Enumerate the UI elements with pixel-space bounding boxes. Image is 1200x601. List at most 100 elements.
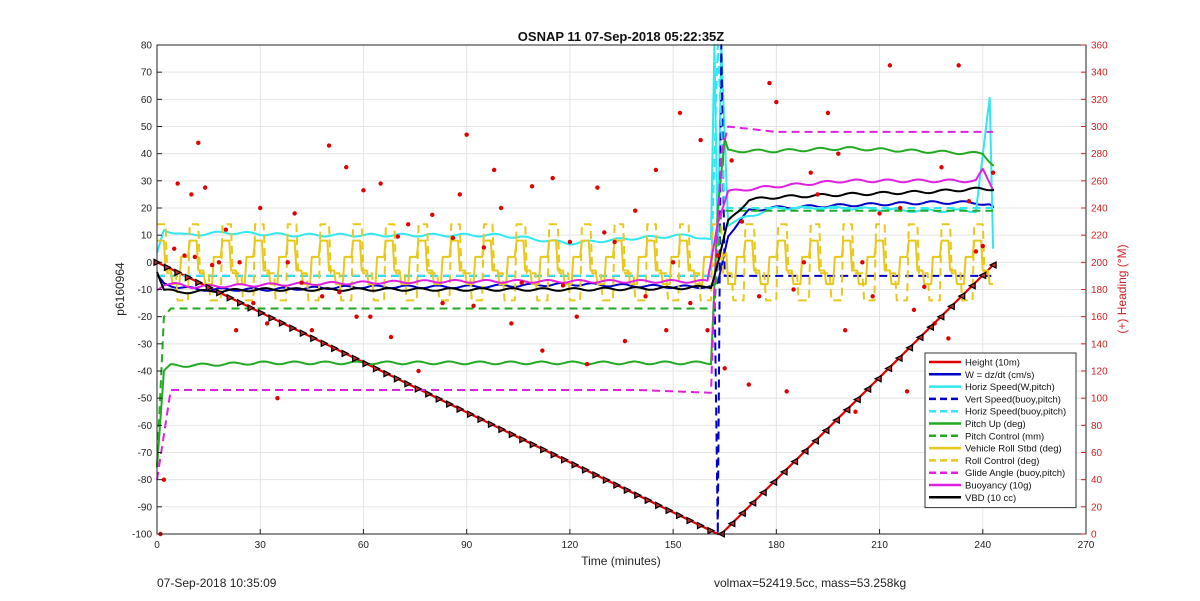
height-marker <box>852 395 861 404</box>
heading-point <box>887 63 893 68</box>
height-marker <box>613 481 622 490</box>
y-tick-label: 30 <box>141 176 153 187</box>
heading-point <box>161 477 167 482</box>
height-marker <box>727 519 736 528</box>
height-marker <box>456 405 465 414</box>
heading-point <box>450 235 456 241</box>
x-tick-label: 90 <box>461 540 473 551</box>
y2-tick-label: 40 <box>1091 475 1103 486</box>
heading-point <box>354 314 359 319</box>
heading-point <box>223 227 229 232</box>
heading-point <box>966 199 972 204</box>
heading-point <box>237 260 242 265</box>
heading-point <box>337 290 342 295</box>
series-line-5 <box>156 137 995 468</box>
height-marker <box>372 364 381 373</box>
heading-point <box>509 321 514 326</box>
height-marker <box>404 379 413 388</box>
height-marker <box>779 467 788 476</box>
y2-tick-label: 60 <box>1091 448 1103 459</box>
height-marker <box>800 447 809 456</box>
height-marker <box>446 400 454 409</box>
y2-tick-label: 200 <box>1091 258 1108 269</box>
y2-axis-label: (+) Heading (°M) <box>1115 244 1129 333</box>
height-marker <box>237 298 245 307</box>
heading-point <box>285 260 290 265</box>
height-marker <box>393 374 402 383</box>
heading-point <box>251 300 256 306</box>
heading-point <box>202 185 208 190</box>
heading-point <box>739 219 745 224</box>
heading-point <box>801 260 807 265</box>
heading-point <box>440 300 445 306</box>
heading-point <box>319 294 325 299</box>
heading-point <box>860 260 865 265</box>
height-marker <box>529 440 538 449</box>
heading-point <box>595 185 600 190</box>
heading-point <box>584 362 590 367</box>
height-marker <box>498 425 507 434</box>
y-tick-label: -90 <box>138 502 153 513</box>
heading-point <box>395 234 401 239</box>
heading-point <box>877 211 882 216</box>
legend-label-10: Buoyancy (10g) <box>965 481 1032 492</box>
heading-point <box>911 307 917 313</box>
x-tick-labels: 0 30 60 90 120 150 180 210 240 270 <box>154 529 1095 551</box>
heading-point <box>175 181 180 186</box>
heading-point <box>670 260 676 265</box>
height-marker <box>519 435 528 444</box>
height-marker <box>936 312 945 321</box>
heading-point <box>416 368 421 374</box>
x-tick-label: 240 <box>974 540 991 551</box>
heading-point <box>464 132 469 137</box>
series-line-6 <box>156 209 994 467</box>
height-marker <box>696 521 705 530</box>
series-line-4 <box>157 44 994 277</box>
heading-point <box>529 184 535 189</box>
x-tick-label: 150 <box>665 540 682 551</box>
footer-stats: volmax=52419.5cc, mass=53.258kg <box>714 576 907 590</box>
y2-tick-label: 0 <box>1091 530 1097 541</box>
height-marker <box>758 488 767 497</box>
height-marker <box>278 319 287 328</box>
height-marker <box>926 323 934 332</box>
heading-point <box>574 314 579 319</box>
heading-point <box>326 143 332 148</box>
heading-point <box>275 395 280 401</box>
y-tick-label: -30 <box>138 339 153 350</box>
heading-point <box>189 192 194 197</box>
height-marker <box>571 460 580 469</box>
height-marker <box>163 263 172 272</box>
y-tick-labels: -100-90-80-70-60-50-40-30-20-10010203040… <box>132 41 162 541</box>
height-marker <box>978 271 987 280</box>
heading-point <box>653 167 659 173</box>
height-marker <box>331 344 340 353</box>
heading-point <box>825 110 831 116</box>
x-tick-label: 270 <box>1078 540 1095 551</box>
height-marker <box>675 511 684 520</box>
heading-point <box>643 294 648 299</box>
heading-point <box>481 245 487 250</box>
heading-point <box>602 230 607 235</box>
height-marker <box>644 496 653 505</box>
heading-point <box>939 165 944 170</box>
height-marker <box>289 324 298 333</box>
y2-tick-labels: 0 20 40 60 80 100 120 140 160 180 200 220 240 260 280 3… <box>1081 41 1108 541</box>
y-tick-label: -100 <box>132 530 152 541</box>
legend-label-3: Vert Speed(buoy,pitch) <box>965 394 1061 405</box>
y-tick-label: -70 <box>138 448 153 459</box>
y2-tick-label: 340 <box>1091 68 1108 79</box>
heading-point <box>853 409 858 414</box>
y2-tick-label: 180 <box>1091 285 1108 296</box>
heading-point <box>622 338 628 344</box>
heading-point <box>612 239 617 245</box>
heading-point <box>430 212 435 217</box>
height-marker <box>195 278 204 287</box>
heading-point <box>677 110 683 116</box>
height-marker <box>623 486 632 495</box>
height-marker <box>216 288 225 297</box>
heading-point <box>309 328 315 333</box>
heading-point <box>836 151 841 156</box>
heading-point <box>946 336 951 341</box>
legend-label-9: Glide Angle (buoy,pitch) <box>965 468 1065 479</box>
